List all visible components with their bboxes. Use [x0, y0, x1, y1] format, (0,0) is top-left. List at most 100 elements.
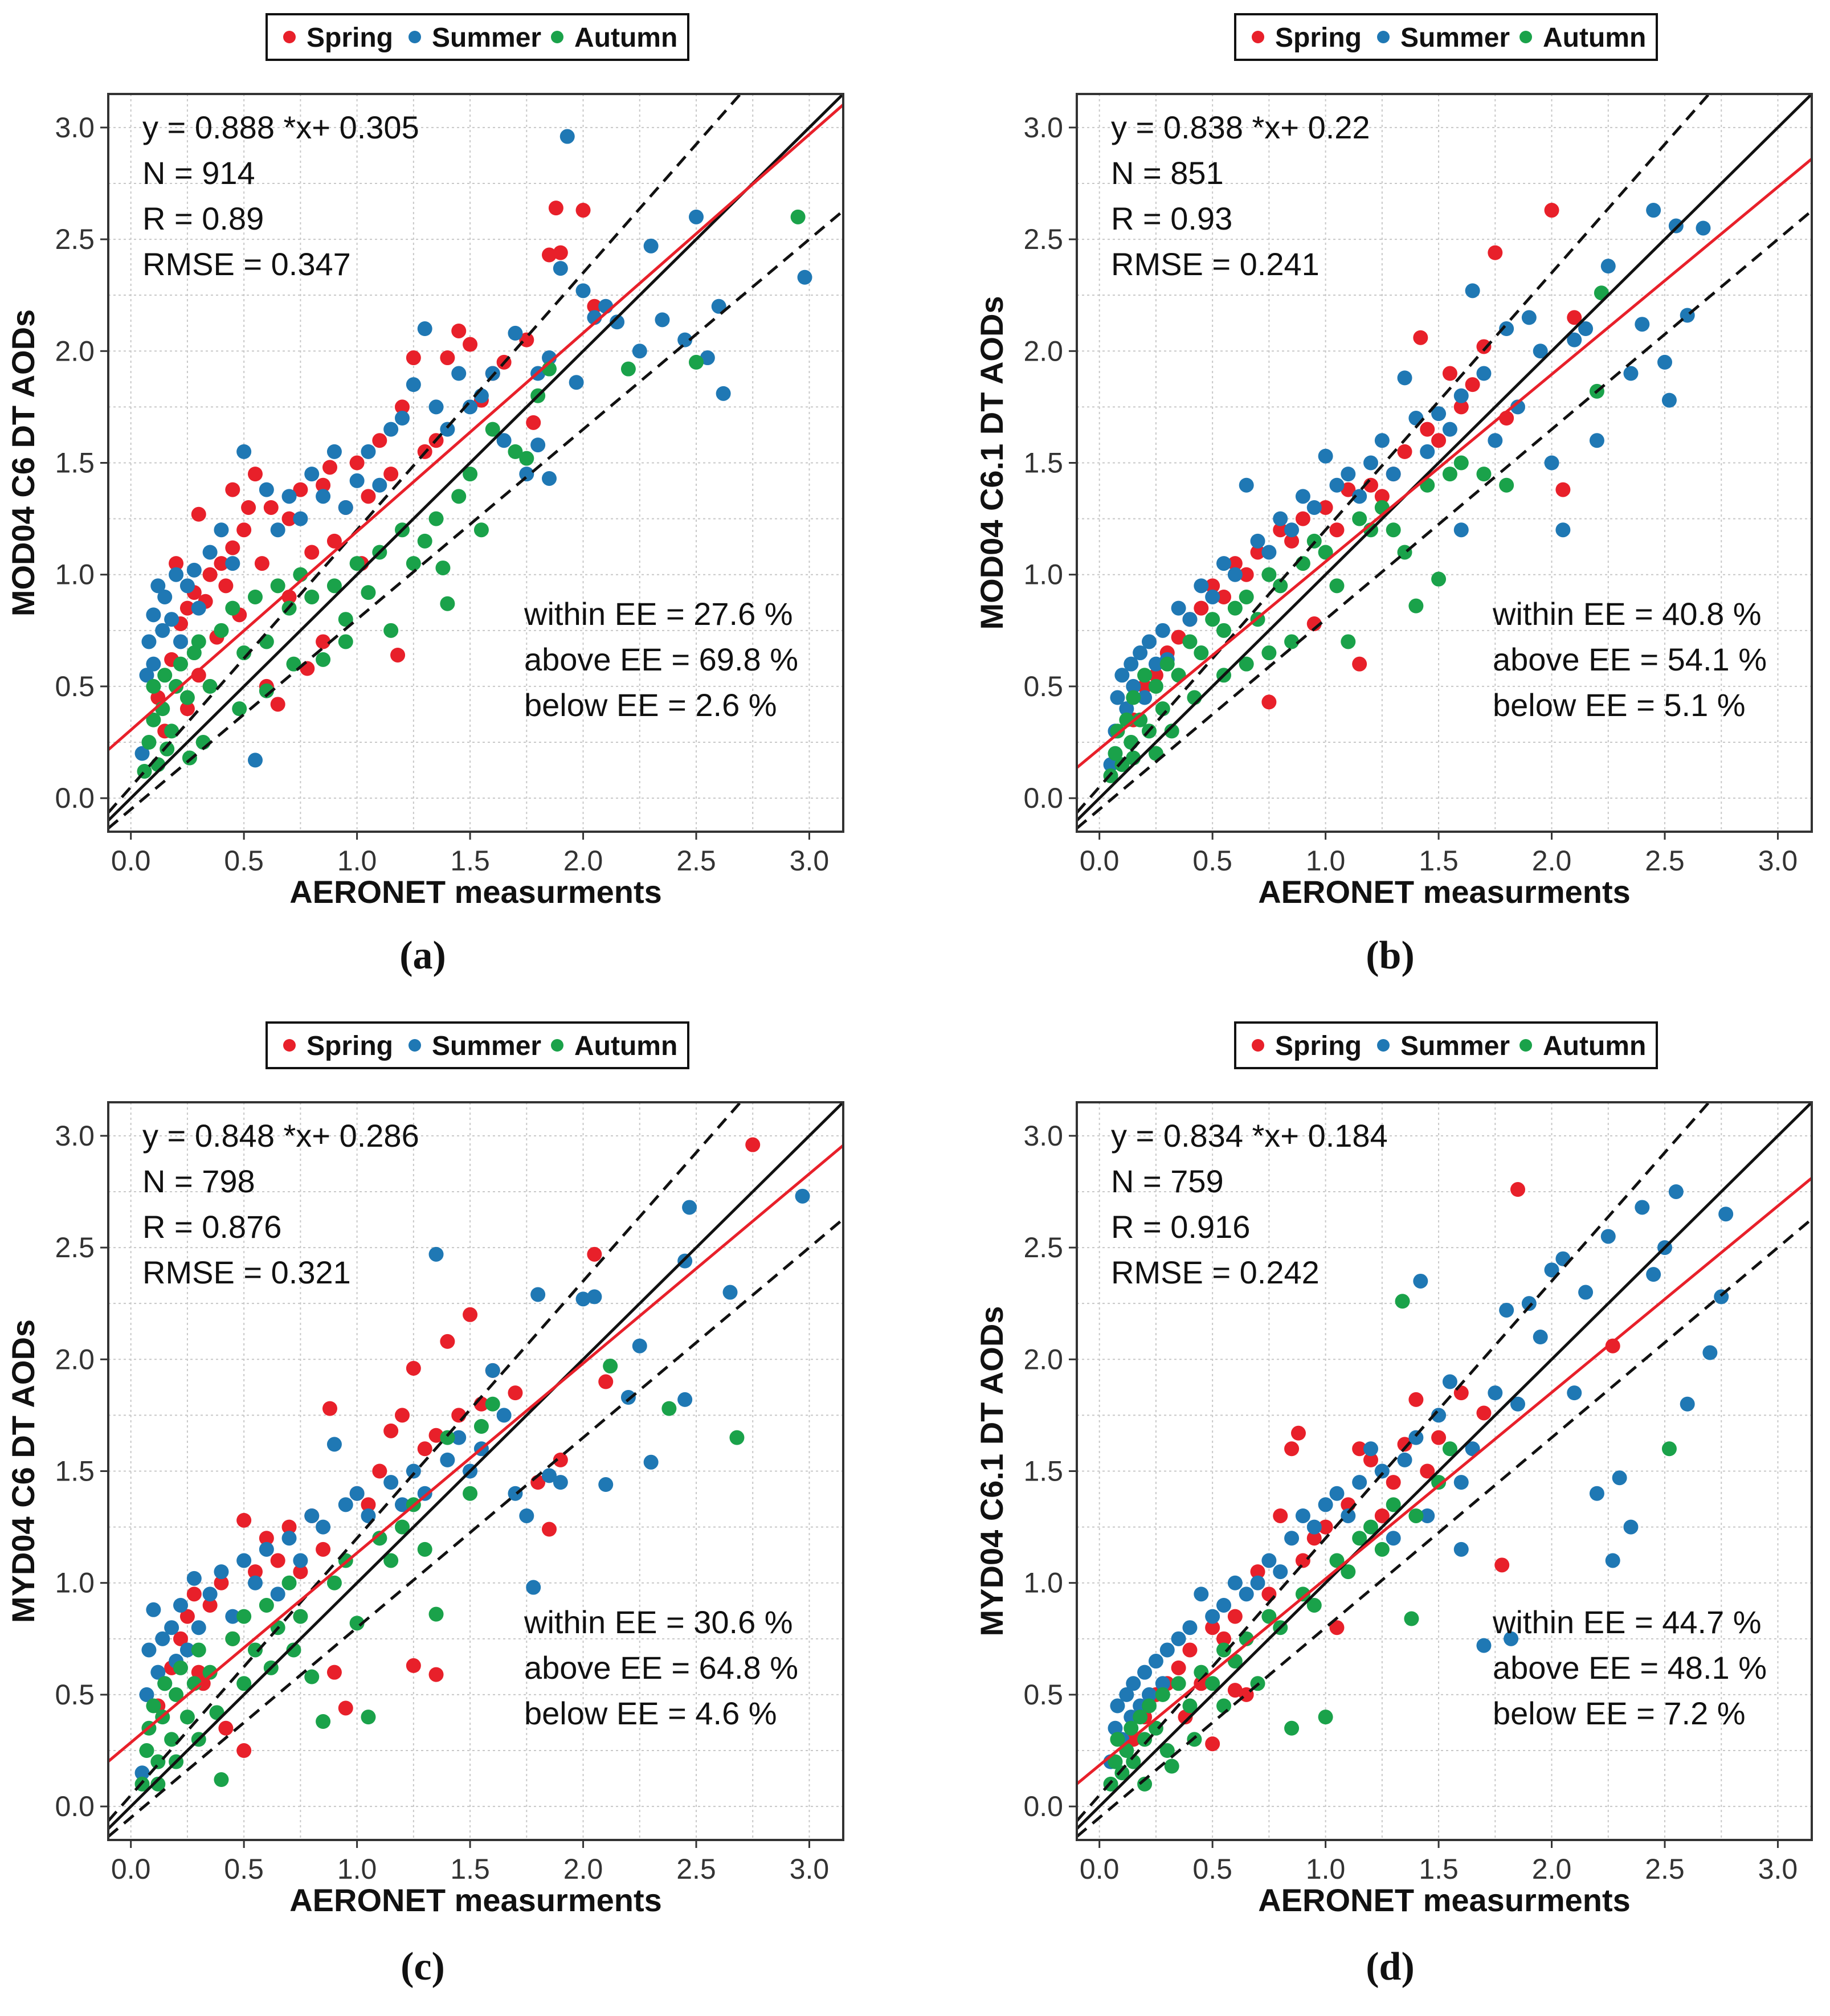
point-spring [1295, 511, 1310, 526]
point-spring [1465, 377, 1480, 392]
point-spring [281, 1519, 297, 1535]
point-autumn [236, 1676, 252, 1691]
point-summer [542, 471, 557, 486]
point-autumn [186, 645, 202, 661]
y-tick-label: 1.0 [1023, 1567, 1063, 1599]
point-summer [259, 482, 274, 497]
stats-text: R = 0.876 [142, 1209, 281, 1245]
point-summer [519, 467, 534, 482]
point-summer [1544, 455, 1559, 471]
legend-marker-spring [1252, 1039, 1264, 1052]
point-summer [722, 1285, 738, 1300]
panel-a: 0.0 0.5 1.0 1.5 2.0 2.5 3.0 0.0 0.5 1.0 1.5 2.0 2.5 3… [5, 13, 844, 978]
point-spring [395, 1408, 410, 1423]
point-summer [1273, 1564, 1288, 1580]
point-summer [553, 1475, 568, 1490]
point-summer [542, 350, 557, 366]
point-summer [1442, 422, 1457, 437]
point-spring [1488, 245, 1503, 260]
x-tick-label: 3.0 [790, 1853, 830, 1885]
ee-stats-text: within EE = 40.8 % [1492, 596, 1762, 632]
point-summer [214, 1564, 229, 1580]
point-summer [1646, 1267, 1661, 1282]
point-autumn [259, 1597, 274, 1613]
point-summer [1413, 1273, 1428, 1289]
x-tick-label: 1.0 [337, 1853, 377, 1885]
point-autumn [1108, 1754, 1123, 1769]
point-autumn [236, 645, 252, 661]
x-tick-label: 0.0 [111, 845, 151, 877]
point-spring [383, 467, 399, 482]
point-spring [1476, 1405, 1492, 1421]
point-autumn [1108, 746, 1123, 761]
point-summer [711, 298, 726, 314]
point-autumn [451, 489, 467, 504]
stats-text: R = 0.89 [142, 201, 264, 236]
legend: Spring Summer Autumn [1234, 13, 1658, 61]
point-spring [293, 482, 308, 497]
point-summer [1239, 1586, 1254, 1602]
point-autumn [1306, 1597, 1322, 1613]
point-autumn [361, 585, 376, 600]
ee-stats-text: above EE = 48.1 % [1493, 1650, 1767, 1686]
legend: Spring Summer Autumn [265, 13, 689, 61]
point-spring [1494, 1557, 1510, 1573]
point-autumn [1137, 668, 1153, 683]
point-spring [254, 556, 269, 571]
point-autumn [1442, 1441, 1457, 1457]
point-autumn [1114, 1765, 1130, 1781]
stats-text: RMSE = 0.242 [1111, 1254, 1320, 1290]
point-autumn [169, 678, 184, 694]
point-autumn [160, 741, 175, 756]
one-to-one-line [1077, 1102, 1812, 1830]
point-autumn [157, 1676, 173, 1691]
point-summer [451, 366, 467, 381]
point-summer [1137, 690, 1153, 705]
point-summer [1108, 1720, 1123, 1736]
point-summer [1600, 259, 1616, 274]
x-tick-label: 0.0 [1080, 845, 1120, 877]
point-spring [428, 1428, 444, 1443]
point-summer [485, 1363, 500, 1378]
point-summer [496, 433, 512, 448]
x-tick-label: 2.0 [563, 845, 603, 877]
point-autumn [146, 1698, 161, 1714]
y-tick-label: 2.5 [55, 1232, 95, 1263]
point-spring [1227, 1683, 1243, 1698]
legend-label-summer: Summer [1400, 1031, 1510, 1061]
y-tick-label: 0.0 [55, 782, 95, 814]
point-autumn [463, 467, 478, 482]
point-summer [440, 422, 455, 437]
point-autumn [338, 634, 353, 649]
point-summer [1488, 433, 1503, 448]
point-autumn [214, 623, 229, 638]
x-axis-label: AERONET measurments [289, 1882, 662, 1918]
legend-label-summer: Summer [432, 1031, 541, 1061]
point-autumn [349, 556, 365, 571]
point-summer [1386, 467, 1401, 482]
y-tick-label: 0.5 [55, 670, 95, 702]
panel-c: 0.0 0.5 1.0 1.5 2.0 2.5 3.0 0.0 0.5 1.0 1.5 2.0 2.5 3… [5, 1021, 844, 1989]
point-spring [1341, 482, 1356, 497]
point-summer [569, 375, 584, 390]
point-summer [1680, 1396, 1695, 1412]
y-tick-label: 3.0 [55, 1120, 95, 1152]
point-summer [383, 1475, 399, 1490]
point-autumn [485, 422, 500, 437]
point-summer [1329, 1486, 1345, 1501]
point-summer [1306, 500, 1322, 515]
point-spring [553, 245, 568, 260]
scatter-points [1103, 203, 1711, 783]
point-summer [700, 350, 715, 366]
point-summer [632, 344, 647, 359]
stats-text: y = 0.848 *x+ 0.286 [142, 1118, 419, 1154]
point-summer [259, 1541, 274, 1557]
point-spring [169, 556, 184, 571]
point-spring [241, 500, 256, 515]
point-summer [643, 1454, 659, 1470]
reference-lines [108, 1102, 843, 1838]
point-spring [202, 1597, 218, 1613]
point-autumn [169, 1687, 184, 1702]
point-summer [304, 467, 320, 482]
reference-lines [1077, 94, 1812, 830]
